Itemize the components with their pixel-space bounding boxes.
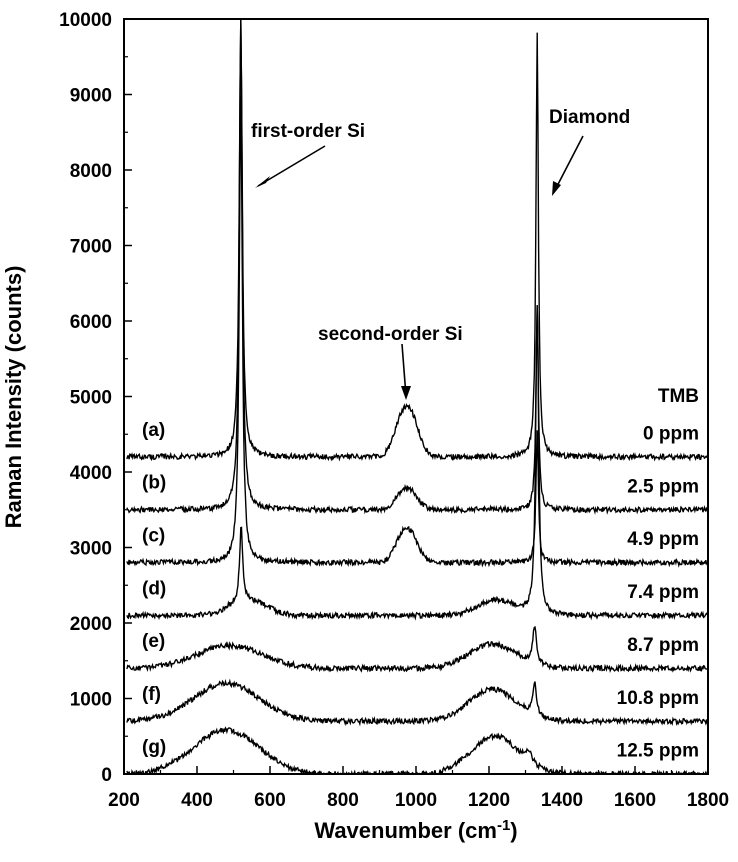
x-tick-label: 1200 xyxy=(468,790,510,811)
arrowhead-first-order-si xyxy=(255,176,270,188)
series-label: (g) xyxy=(142,737,166,758)
x-tick-label: 600 xyxy=(254,790,286,811)
spectrum-line xyxy=(126,19,708,462)
x-tick-label: 800 xyxy=(327,790,359,811)
arrowhead-second-order-si xyxy=(401,386,411,400)
series-label: (b) xyxy=(142,473,166,494)
y-axis-title: Raman Intensity (counts) xyxy=(1,266,26,529)
y-tick-label: 4000 xyxy=(70,463,112,484)
annotation-diamond: Diamond xyxy=(549,107,630,128)
y-tick-label: 3000 xyxy=(70,539,112,560)
series-label: (e) xyxy=(142,631,165,652)
concentration-label: 0 ppm xyxy=(643,424,699,445)
y-tick-label: 7000 xyxy=(70,237,112,258)
spectrum-line xyxy=(126,305,708,621)
arrow-first-order-si xyxy=(257,145,326,187)
y-tick-label: 0 xyxy=(101,765,112,786)
series-labels: (a) (b) (c) (d) (e) (f) (g) xyxy=(142,420,166,758)
annotation-first-order-si: first-order Si xyxy=(251,121,365,142)
x-tick-label: 200 xyxy=(108,790,140,811)
concentration-label: 4.9 ppm xyxy=(627,529,699,550)
annotation-second-order-si: second-order Si xyxy=(318,324,463,345)
spectrum-line xyxy=(126,95,708,568)
y-tick-label: 10000 xyxy=(59,10,112,31)
arrowhead-diamond xyxy=(552,181,561,196)
spectrum-line xyxy=(126,625,708,673)
axis-ticks xyxy=(123,18,709,775)
x-tick-label: 1000 xyxy=(395,790,437,811)
concentration-labels: 0 ppm 2.5 ppm 4.9 ppm 7.4 ppm 8.7 ppm 10.8 pp… xyxy=(617,424,699,762)
spectrum-line xyxy=(126,678,708,727)
spectrum-line xyxy=(126,19,708,515)
concentration-label: 12.5 ppm xyxy=(617,741,699,762)
x-axis-title: Wavenumber (cm-1) xyxy=(314,817,517,844)
concentration-label: 2.5 ppm xyxy=(627,476,699,497)
y-tick-label: 5000 xyxy=(70,388,112,409)
spectra xyxy=(126,19,708,774)
y-tick-label: 8000 xyxy=(70,161,112,182)
concentration-label: 8.7 ppm xyxy=(627,635,699,656)
concentration-label: 10.8 ppm xyxy=(617,688,699,709)
series-label: (a) xyxy=(142,420,165,441)
y-tick-label: 6000 xyxy=(70,312,112,333)
y-tick-label: 2000 xyxy=(70,614,112,635)
x-tick-label: 1800 xyxy=(687,790,729,811)
series-label: (c) xyxy=(142,525,165,546)
x-tick-labels: 200 400 600 800 1000 1200 1400 1600 1800 xyxy=(108,790,729,811)
concentration-label: 7.4 ppm xyxy=(627,582,699,603)
x-tick-label: 400 xyxy=(181,790,213,811)
x-tick-label: 1600 xyxy=(614,790,656,811)
y-tick-label: 1000 xyxy=(70,690,112,711)
series-label: (d) xyxy=(142,578,166,599)
arrow-diamond xyxy=(553,135,584,193)
spectrum-line xyxy=(126,726,708,774)
y-tick-labels: 0 1000 2000 3000 4000 5000 6000 7000 8000 9000 100… xyxy=(59,10,112,786)
plot-frame xyxy=(123,18,709,775)
legend-title: TMB xyxy=(658,386,699,407)
series-label: (f) xyxy=(142,684,161,705)
y-tick-label: 9000 xyxy=(70,86,112,107)
x-tick-label: 1400 xyxy=(541,790,583,811)
